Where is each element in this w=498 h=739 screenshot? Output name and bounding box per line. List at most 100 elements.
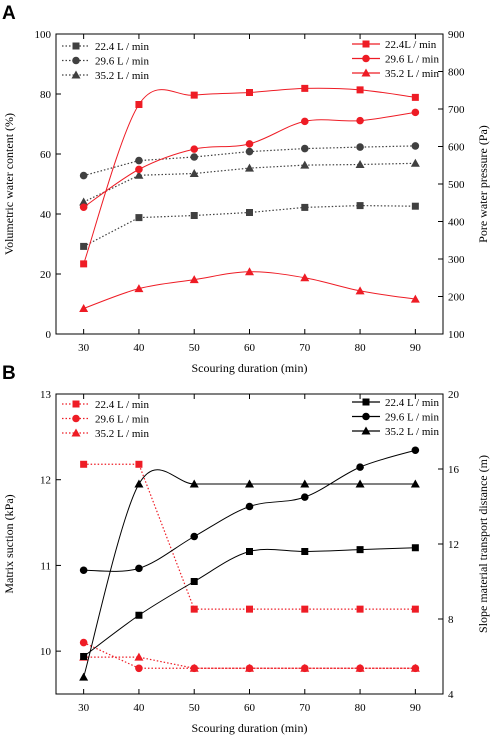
series-3 [79,652,420,672]
legend-left: 22.4 L / min 29.6 L / min 35.2 L / min [62,399,149,440]
data-point [246,209,253,216]
y-right-tick-label: 200 [448,292,465,304]
legend-marker [362,40,370,48]
legend-entry: 22.4 L / min [95,399,149,411]
data-point [190,153,199,161]
x-tick-label: 90 [410,702,422,714]
data-point [300,144,309,153]
y-left-tick-label: 0 [46,329,52,341]
series-line [83,271,416,309]
data-point [410,479,420,488]
data-point [411,605,419,613]
legend-marker [71,428,81,437]
y-right-tick-label: 400 [448,217,465,229]
data-point [300,663,310,672]
series-4 [80,84,419,268]
x-tick-label: 80 [355,342,367,354]
data-point [79,203,88,212]
data-point [80,460,88,468]
legend-entry: 35.2 L / min [385,68,439,80]
data-point [300,493,309,501]
data-point [300,117,309,126]
legend-marker [362,398,370,406]
data-point [300,273,310,282]
data-point [411,108,420,117]
x-tick-label: 60 [244,702,256,714]
legend-left: 22.4 L / min 29.6 L / min 35.2 L / min [62,41,149,82]
data-point [246,548,253,555]
legend-entry: 22.4L / min [385,39,437,51]
data-point [189,275,199,284]
data-point [189,479,199,488]
data-point [135,165,143,174]
y-left-tick-label: 60 [40,149,52,161]
data-point [301,84,309,92]
series-6 [79,267,420,312]
data-point [355,286,365,295]
data-point [355,479,365,488]
x-axis-title: Scouring duration (min) [192,361,308,375]
data-point [190,145,199,153]
data-point [411,202,419,210]
y-right-tick-label: 20 [448,389,460,401]
x-tick-label: 80 [355,702,367,714]
legend-entry: 29.6 L / min [95,414,149,426]
chart-panel-b: B 30 40 50 60 70 80 90 10 11 12 13 4 8 12 16 20 Scouring … [2,363,490,735]
y-right-tick-label: 8 [448,614,454,626]
data-point [79,171,88,180]
data-point [300,479,310,488]
y-right-axis-title: Slope material transport distance (m) [476,455,490,633]
legend-marker [361,68,371,77]
data-point [245,663,254,672]
data-point [356,202,364,210]
legend-entry: 35.2 L / min [95,70,149,82]
panel-letter: B [2,363,16,384]
data-point [80,242,88,250]
data-point [411,446,420,455]
y-right-tick-label: 12 [448,539,459,551]
series-3 [79,158,420,206]
y-left-tick-label: 80 [40,89,52,101]
chart-panel-a: A30 40 50 60 70 80 900204060801001002003004005… [2,3,490,375]
data-point [79,197,89,206]
series-line [83,469,416,678]
data-point [245,479,254,488]
data-point [135,564,143,573]
data-point [245,140,254,148]
legend-marker [362,412,370,421]
data-point [411,93,419,101]
x-tick-label: 50 [189,342,201,354]
data-point [190,532,199,541]
y-right-tick-label: 600 [448,142,465,154]
y-right-tick-label: 900 [448,29,465,41]
x-tick-label: 70 [299,342,311,354]
data-point [135,611,143,619]
data-point [301,605,309,613]
data-point [135,101,143,108]
data-point [190,91,198,99]
y-left-tick-label: 13 [40,389,52,401]
series-4 [80,544,419,660]
legend-marker [361,426,371,435]
data-point [134,652,144,661]
legend-marker [71,70,81,79]
y-left-tick-label: 12 [40,475,51,487]
series-5 [79,108,420,212]
data-point [79,304,89,312]
x-tick-label: 30 [78,342,90,354]
data-point [355,160,365,168]
data-point [134,479,144,488]
data-point [301,548,309,555]
y-right-axis-title: Pore water pressure (Pa) [476,125,490,243]
series-line [83,547,416,657]
series-1 [80,460,419,613]
data-point [190,578,198,585]
series-6 [79,469,420,681]
y-right-tick-label: 500 [448,179,465,191]
y-left-tick-label: 10 [40,646,52,658]
series-line [83,87,416,265]
x-tick-label: 40 [133,702,145,714]
data-point [410,663,420,672]
data-point [356,143,364,151]
